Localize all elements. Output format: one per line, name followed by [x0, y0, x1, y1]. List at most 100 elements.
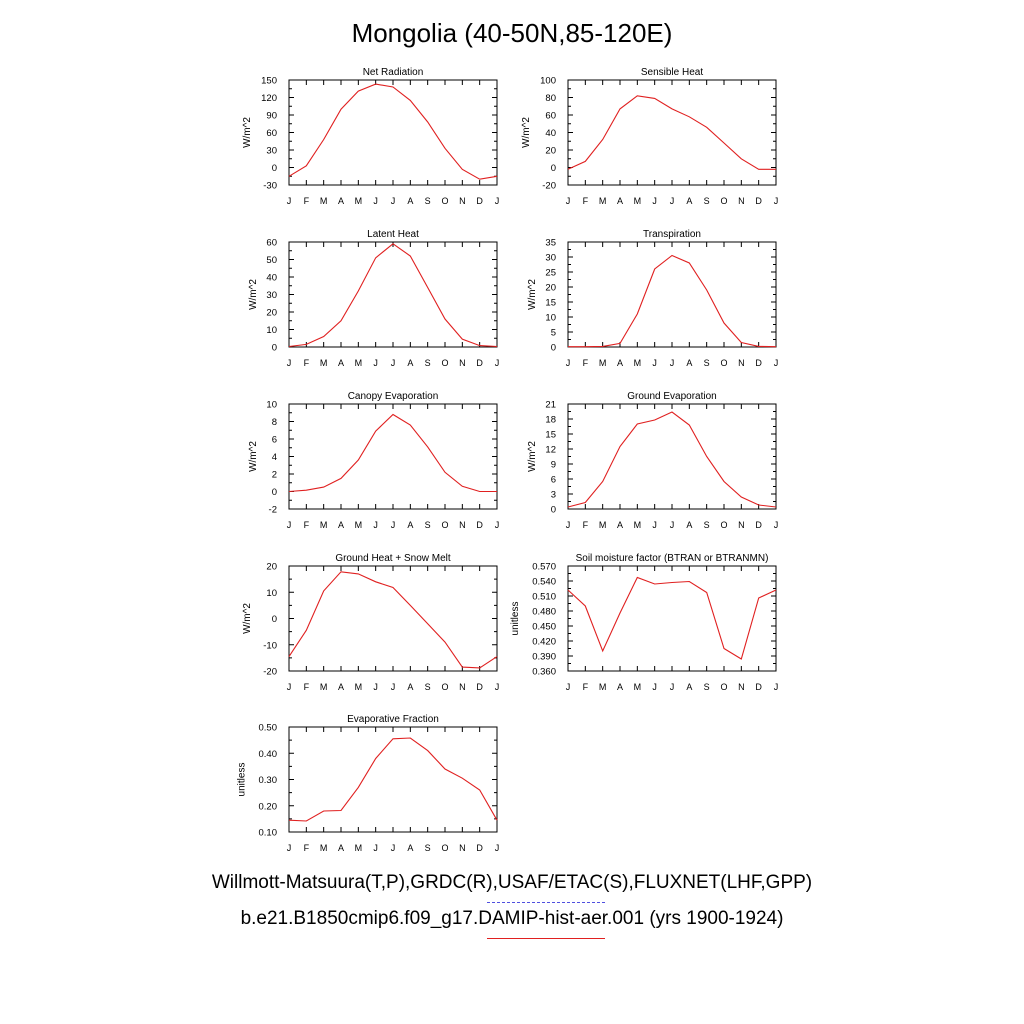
- x-tick-label: M: [634, 358, 642, 368]
- x-tick-label: J: [670, 358, 675, 368]
- x-tick-label: S: [425, 520, 431, 530]
- x-tick-label: A: [407, 358, 413, 368]
- x-tick-label: M: [355, 358, 363, 368]
- x-tick-label: A: [407, 682, 413, 692]
- x-tick-label: D: [476, 358, 483, 368]
- x-tick-label: D: [476, 843, 483, 853]
- x-tick-label: J: [670, 520, 675, 530]
- y-tick-label: 0.540: [532, 577, 556, 588]
- x-tick-label: A: [686, 358, 692, 368]
- series-line: [567, 411, 777, 508]
- chart-title: Soil moisture factor (BTRAN or BTRANMN): [576, 553, 769, 564]
- x-tick-label: J: [566, 358, 571, 368]
- x-tick-label: J: [652, 358, 657, 368]
- plot-frame: [288, 79, 498, 186]
- y-tick-label: 10: [266, 325, 277, 336]
- x-tick-label: O: [441, 358, 448, 368]
- y-tick-label: 0: [551, 343, 556, 354]
- plot-frame: [288, 241, 498, 348]
- x-tick-label: M: [320, 358, 328, 368]
- x-tick-label: M: [634, 682, 642, 692]
- x-tick-label: J: [391, 520, 396, 530]
- y-tick-label: -20: [263, 667, 277, 678]
- plot-frame: [288, 403, 498, 510]
- x-tick-label: S: [704, 682, 710, 692]
- x-tick-label: F: [304, 682, 310, 692]
- x-tick-label: J: [287, 843, 292, 853]
- y-tick-label: 0.510: [532, 592, 556, 603]
- x-tick-label: M: [634, 520, 642, 530]
- x-tick-label: M: [355, 682, 363, 692]
- x-tick-label: M: [355, 843, 363, 853]
- x-tick-label: F: [304, 520, 310, 530]
- x-tick-label: A: [407, 196, 413, 206]
- y-tick-label: 0: [551, 505, 556, 516]
- y-axis-label: W/m^2: [527, 441, 538, 472]
- y-tick-label: 12: [545, 445, 556, 456]
- x-tick-label: D: [755, 520, 762, 530]
- y-tick-label: 0: [551, 163, 556, 174]
- x-tick-label: N: [459, 196, 466, 206]
- x-tick-label: D: [476, 196, 483, 206]
- legend-observations-swatch: [487, 902, 605, 903]
- chart-title: Sensible Heat: [641, 67, 703, 78]
- y-tick-label: 0.30: [259, 775, 278, 786]
- plot-frame: [567, 565, 777, 672]
- y-axis-label: W/m^2: [242, 117, 253, 148]
- x-tick-label: J: [774, 520, 779, 530]
- x-tick-label: M: [599, 358, 607, 368]
- series-line: [288, 571, 498, 669]
- series-line: [567, 576, 777, 660]
- chart-title: Canopy Evaporation: [348, 391, 439, 402]
- x-tick-label: M: [320, 682, 328, 692]
- x-tick-label: J: [566, 520, 571, 530]
- x-tick-label: A: [407, 843, 413, 853]
- x-tick-label: O: [720, 682, 727, 692]
- y-tick-label: 0.20: [259, 801, 278, 812]
- x-tick-label: A: [338, 682, 344, 692]
- series-line: [288, 243, 498, 348]
- y-tick-label: 0: [272, 163, 277, 174]
- y-tick-label: 18: [545, 415, 556, 426]
- y-tick-label: -2: [269, 505, 277, 516]
- x-tick-label: A: [338, 520, 344, 530]
- x-tick-label: J: [373, 520, 378, 530]
- x-tick-label: F: [583, 196, 589, 206]
- x-tick-label: F: [583, 520, 589, 530]
- x-tick-label: J: [495, 682, 500, 692]
- x-tick-label: J: [652, 196, 657, 206]
- x-tick-label: D: [755, 358, 762, 368]
- y-tick-label: 0.450: [532, 622, 556, 633]
- series-line: [288, 83, 498, 180]
- x-tick-label: M: [320, 843, 328, 853]
- x-tick-label: S: [425, 843, 431, 853]
- y-tick-label: 9: [551, 460, 556, 471]
- x-tick-label: J: [495, 520, 500, 530]
- plot-frame: [567, 79, 777, 186]
- chart-title: Ground Evaporation: [627, 391, 717, 402]
- chart-title: Evaporative Fraction: [347, 714, 439, 725]
- y-tick-label: 6: [551, 475, 556, 486]
- chart-title: Ground Heat + Snow Melt: [335, 553, 451, 564]
- x-tick-label: D: [755, 196, 762, 206]
- x-tick-label: F: [304, 843, 310, 853]
- x-tick-label: J: [774, 196, 779, 206]
- x-tick-label: J: [495, 358, 500, 368]
- y-tick-label: 30: [545, 253, 556, 264]
- y-tick-label: 0.10: [259, 828, 278, 839]
- y-tick-label: 0: [272, 614, 277, 625]
- y-tick-label: 10: [266, 588, 277, 599]
- x-tick-label: J: [287, 520, 292, 530]
- chart-title: Net Radiation: [363, 67, 424, 78]
- y-tick-label: 0.360: [532, 667, 556, 678]
- y-tick-label: 0.390: [532, 652, 556, 663]
- plot-frame: [567, 241, 777, 348]
- x-tick-label: J: [774, 682, 779, 692]
- x-tick-label: J: [287, 196, 292, 206]
- y-tick-label: 20: [545, 146, 556, 157]
